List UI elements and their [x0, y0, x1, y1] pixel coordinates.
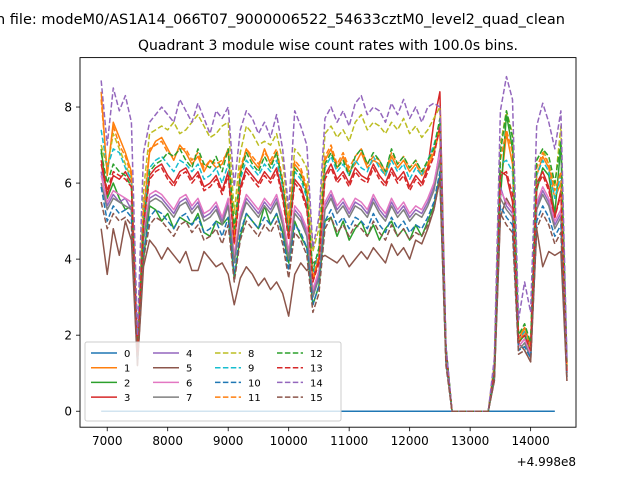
x-offset-label: +4.998e8 — [517, 455, 576, 469]
legend-entry-6: 6 — [153, 378, 192, 389]
y-tick-label: 4 — [64, 253, 72, 267]
legend-label: 14 — [310, 378, 323, 389]
legend-label: 10 — [248, 378, 261, 389]
x-tick-label: 12000 — [391, 434, 429, 448]
legend-box — [84, 341, 342, 422]
legend-entry-14: 14 — [277, 378, 323, 389]
x-tick-label: 13000 — [451, 434, 489, 448]
legend-entry-4: 4 — [153, 349, 192, 360]
legend-entry-12: 12 — [277, 349, 323, 360]
legend-entry-1: 1 — [91, 364, 130, 375]
axis-ticks: 7000 8000 9000 10000 11000 12000 13000 14000 0 2 4… — [64, 101, 549, 449]
series-line-14 — [100, 75, 568, 412]
legend-entry-8: 8 — [215, 349, 254, 360]
legend-entry-2: 2 — [91, 378, 130, 389]
legend-entry-10: 10 — [215, 378, 261, 389]
legend-entry-5: 5 — [153, 364, 192, 375]
legend-label: 0 — [124, 349, 130, 360]
legend-label: 6 — [186, 378, 192, 389]
y-tick-label: 2 — [64, 329, 72, 343]
legend-label: 1 — [124, 364, 130, 375]
series-lines — [100, 75, 568, 412]
legend-label: 9 — [248, 364, 254, 375]
x-tick-label: 8000 — [152, 434, 183, 448]
plot-area: 7000 8000 9000 10000 11000 12000 13000 14000 0 2 4… — [64, 57, 577, 469]
legend-entry-7: 7 — [153, 393, 192, 404]
legend-label: 3 — [124, 393, 130, 404]
chart-title: Quadrant 3 module wise count rates with … — [138, 38, 518, 54]
figure-suptitle: n file: modeM0/AS1A14_066T07_9000006522_… — [0, 12, 565, 28]
axes-frame — [79, 57, 577, 428]
legend-label: 11 — [248, 393, 261, 404]
legend-entry-3: 3 — [91, 393, 130, 404]
x-tick-label: 14000 — [512, 434, 550, 448]
y-tick-label: 0 — [64, 405, 72, 419]
x-tick-label: 9000 — [213, 434, 244, 448]
legend-label: 15 — [310, 393, 323, 404]
x-tick-label: 10000 — [270, 434, 308, 448]
x-tick-label: 7000 — [92, 434, 123, 448]
legend-entry-13: 13 — [277, 364, 323, 375]
legend-label: 2 — [124, 378, 130, 389]
legend-entry-9: 9 — [215, 364, 254, 375]
legend-label: 4 — [186, 349, 192, 360]
y-tick-label: 8 — [64, 101, 72, 115]
series-line-15 — [100, 178, 568, 412]
legend-label: 8 — [248, 349, 254, 360]
legend-label: 5 — [186, 364, 192, 375]
legend-label: 12 — [310, 349, 323, 360]
legend-label: 7 — [186, 393, 192, 404]
legend-entry-15: 15 — [277, 393, 323, 404]
series-line-8 — [100, 106, 568, 412]
legend-label: 13 — [310, 364, 323, 375]
x-tick-label: 11000 — [330, 434, 368, 448]
legend-entry-11: 11 — [215, 393, 261, 404]
legend-entry-0: 0 — [91, 349, 130, 360]
y-tick-label: 6 — [64, 177, 72, 191]
